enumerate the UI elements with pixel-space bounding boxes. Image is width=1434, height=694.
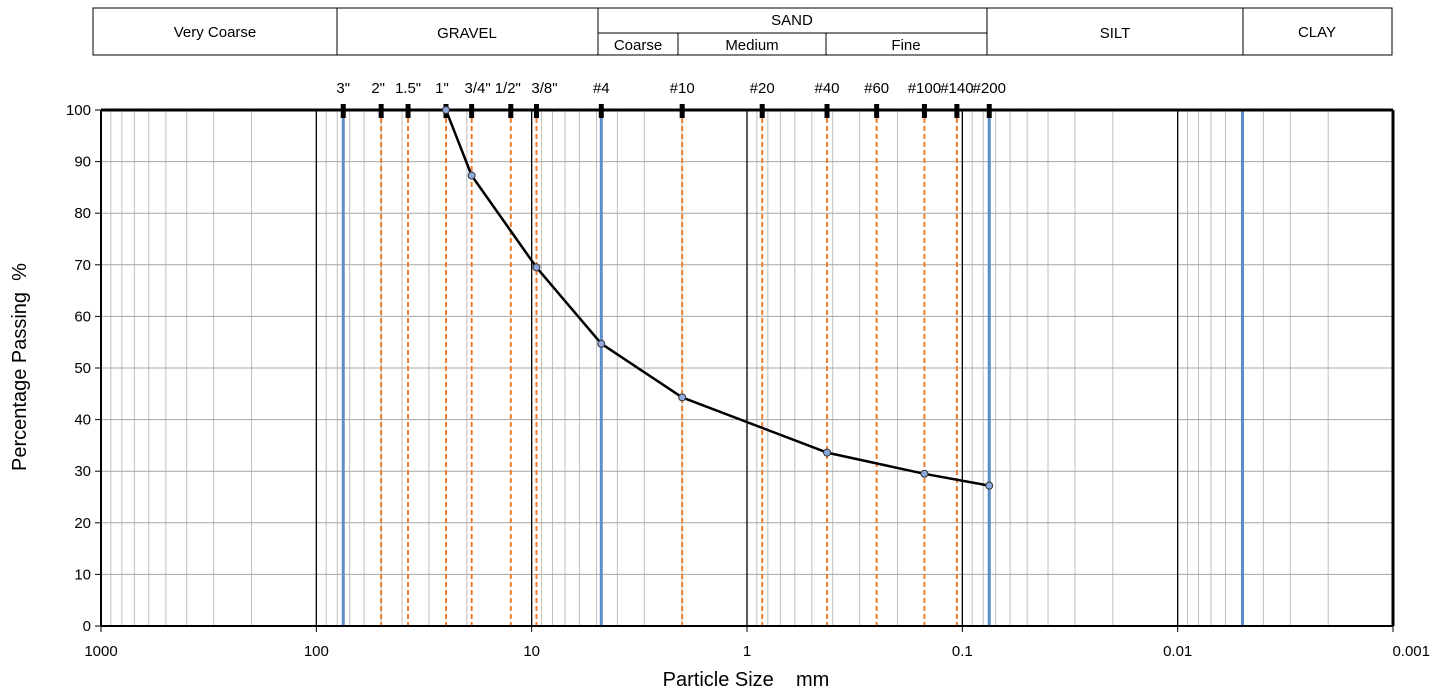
gradation-curve: [444, 109, 990, 487]
x-tick-label: 0.001: [1392, 643, 1430, 660]
sieve-label: 2": [371, 80, 385, 97]
sieve-label: #140: [940, 80, 973, 97]
sieve-label: 3/8": [531, 80, 557, 97]
sand-medium-label: Medium: [725, 37, 778, 54]
y-tick-label: 40: [74, 412, 91, 429]
y-tick-label: 60: [74, 308, 91, 325]
y-tick-label: 50: [74, 360, 91, 377]
sieve-labels: 3" 2" 1.5" 1" 3/4" 1/2" 3/8" #4 #10 #20 #40 #60 #100…: [336, 80, 1006, 118]
x-tick-label: 10: [523, 643, 540, 660]
data-point: [985, 481, 994, 490]
data-point: [678, 393, 687, 402]
gradation-curve-layer: [441, 106, 994, 490]
sieve-label: 1": [435, 80, 449, 97]
boundary-lines: [341, 110, 1244, 626]
y-tick-label: 90: [74, 154, 91, 171]
data-point: [467, 171, 476, 180]
sieve-label: #10: [670, 80, 695, 97]
sieve-label: 1/2": [495, 80, 521, 97]
sieve-label: #40: [815, 80, 840, 97]
sand-fine-label: Fine: [891, 37, 920, 54]
x-tick-label: 0.1: [952, 643, 973, 660]
sieve-label: 1.5": [395, 80, 421, 97]
data-point: [597, 339, 606, 348]
x-tick-label: 0.01: [1163, 643, 1192, 660]
sieve-label: 3/4": [465, 80, 491, 97]
y-tick-label: 10: [74, 566, 91, 583]
data-point: [920, 469, 929, 478]
silt-label: SILT: [1100, 25, 1131, 42]
x-tick-label: 100: [304, 643, 329, 660]
y-tick-label: 30: [74, 463, 91, 480]
y-axis-title: Percentage Passing %: [9, 263, 31, 471]
y-tick-label: 100: [66, 102, 91, 119]
very-coarse-label: Very Coarse: [174, 24, 257, 41]
y-tick-label: 70: [74, 257, 91, 274]
y-tick-label: 20: [74, 515, 91, 532]
sand-coarse-label: Coarse: [614, 37, 662, 54]
data-point: [532, 263, 541, 272]
gravel-label: GRAVEL: [437, 25, 497, 42]
x-axis-title: Particle Size mm: [663, 669, 830, 691]
x-tick-label: 1: [743, 643, 751, 660]
x-axis-ticks: 1000 100 10 1 0.1 0.01 0.001: [84, 626, 1430, 660]
sieve-label: #200: [973, 80, 1006, 97]
classification-table: Very Coarse GRAVEL SAND Coarse Medium Fi…: [92, 7, 1393, 56]
sieve-label: #100: [908, 80, 941, 97]
y-axis-ticks: 0 10 20 30 40 50 60 70 80 90 100: [66, 102, 101, 635]
sieve-label: #20: [750, 80, 775, 97]
sieve-label: #4: [593, 80, 610, 97]
y-tick-label: 0: [83, 618, 91, 635]
y-tick-label: 80: [74, 205, 91, 222]
clay-label: CLAY: [1298, 24, 1336, 41]
data-point: [823, 448, 832, 457]
data-point: [441, 106, 450, 114]
sieve-label: #60: [864, 80, 889, 97]
x-tick-label: 1000: [84, 643, 117, 660]
sieve-label: 3": [336, 80, 350, 97]
sand-label: SAND: [771, 12, 813, 29]
